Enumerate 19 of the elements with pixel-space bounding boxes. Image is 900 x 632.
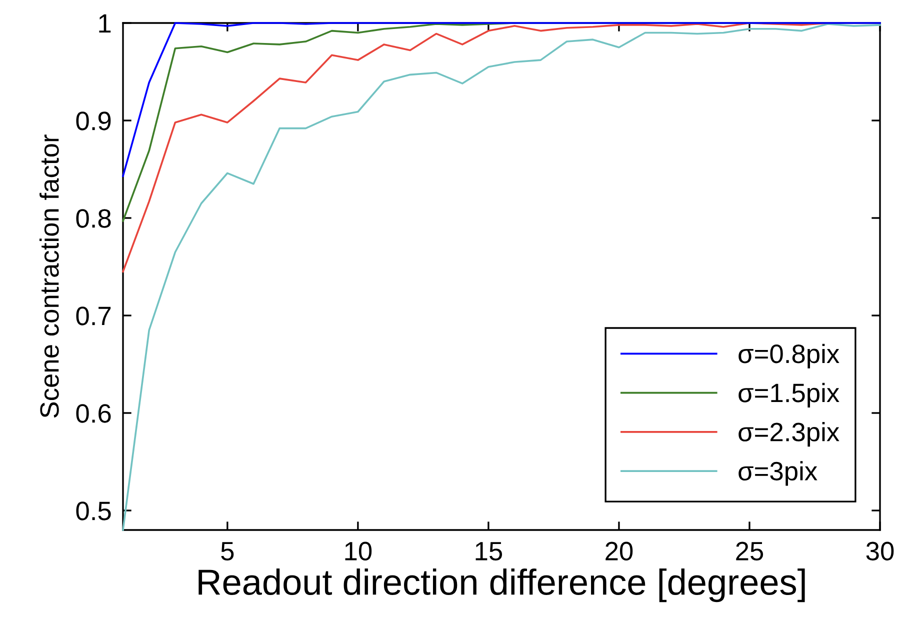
y-tick-label: 0.6 (76, 404, 111, 423)
legend-label: σ=2.3pix (738, 422, 840, 447)
y-tick-label: 0.7 (76, 306, 111, 326)
y-axis-title: Scene contraction factor (40, 134, 59, 418)
legend-label: σ=1.5pix (738, 382, 840, 408)
y-tick-label: 0.8 (76, 209, 111, 228)
y-tick-label: 0.9 (76, 112, 111, 130)
x-tick-label: 15 (476, 542, 502, 560)
x-tick-label: 30 (866, 542, 894, 560)
line-series (122, 23, 881, 531)
x-tick-label: 25 (736, 542, 764, 560)
y-tick-label: 0.5 (76, 502, 111, 520)
x-tick-label: 20 (606, 542, 633, 560)
y-tick-label: 1 (99, 14, 111, 33)
x-tick-label: 5 (221, 542, 234, 560)
x-axis-title: Readout direction difference [degrees] (198, 568, 805, 602)
legend-label: σ=0.8pix (738, 344, 840, 368)
x-tick-label: 10 (345, 542, 372, 560)
legend-label: σ=3pix (738, 461, 818, 486)
